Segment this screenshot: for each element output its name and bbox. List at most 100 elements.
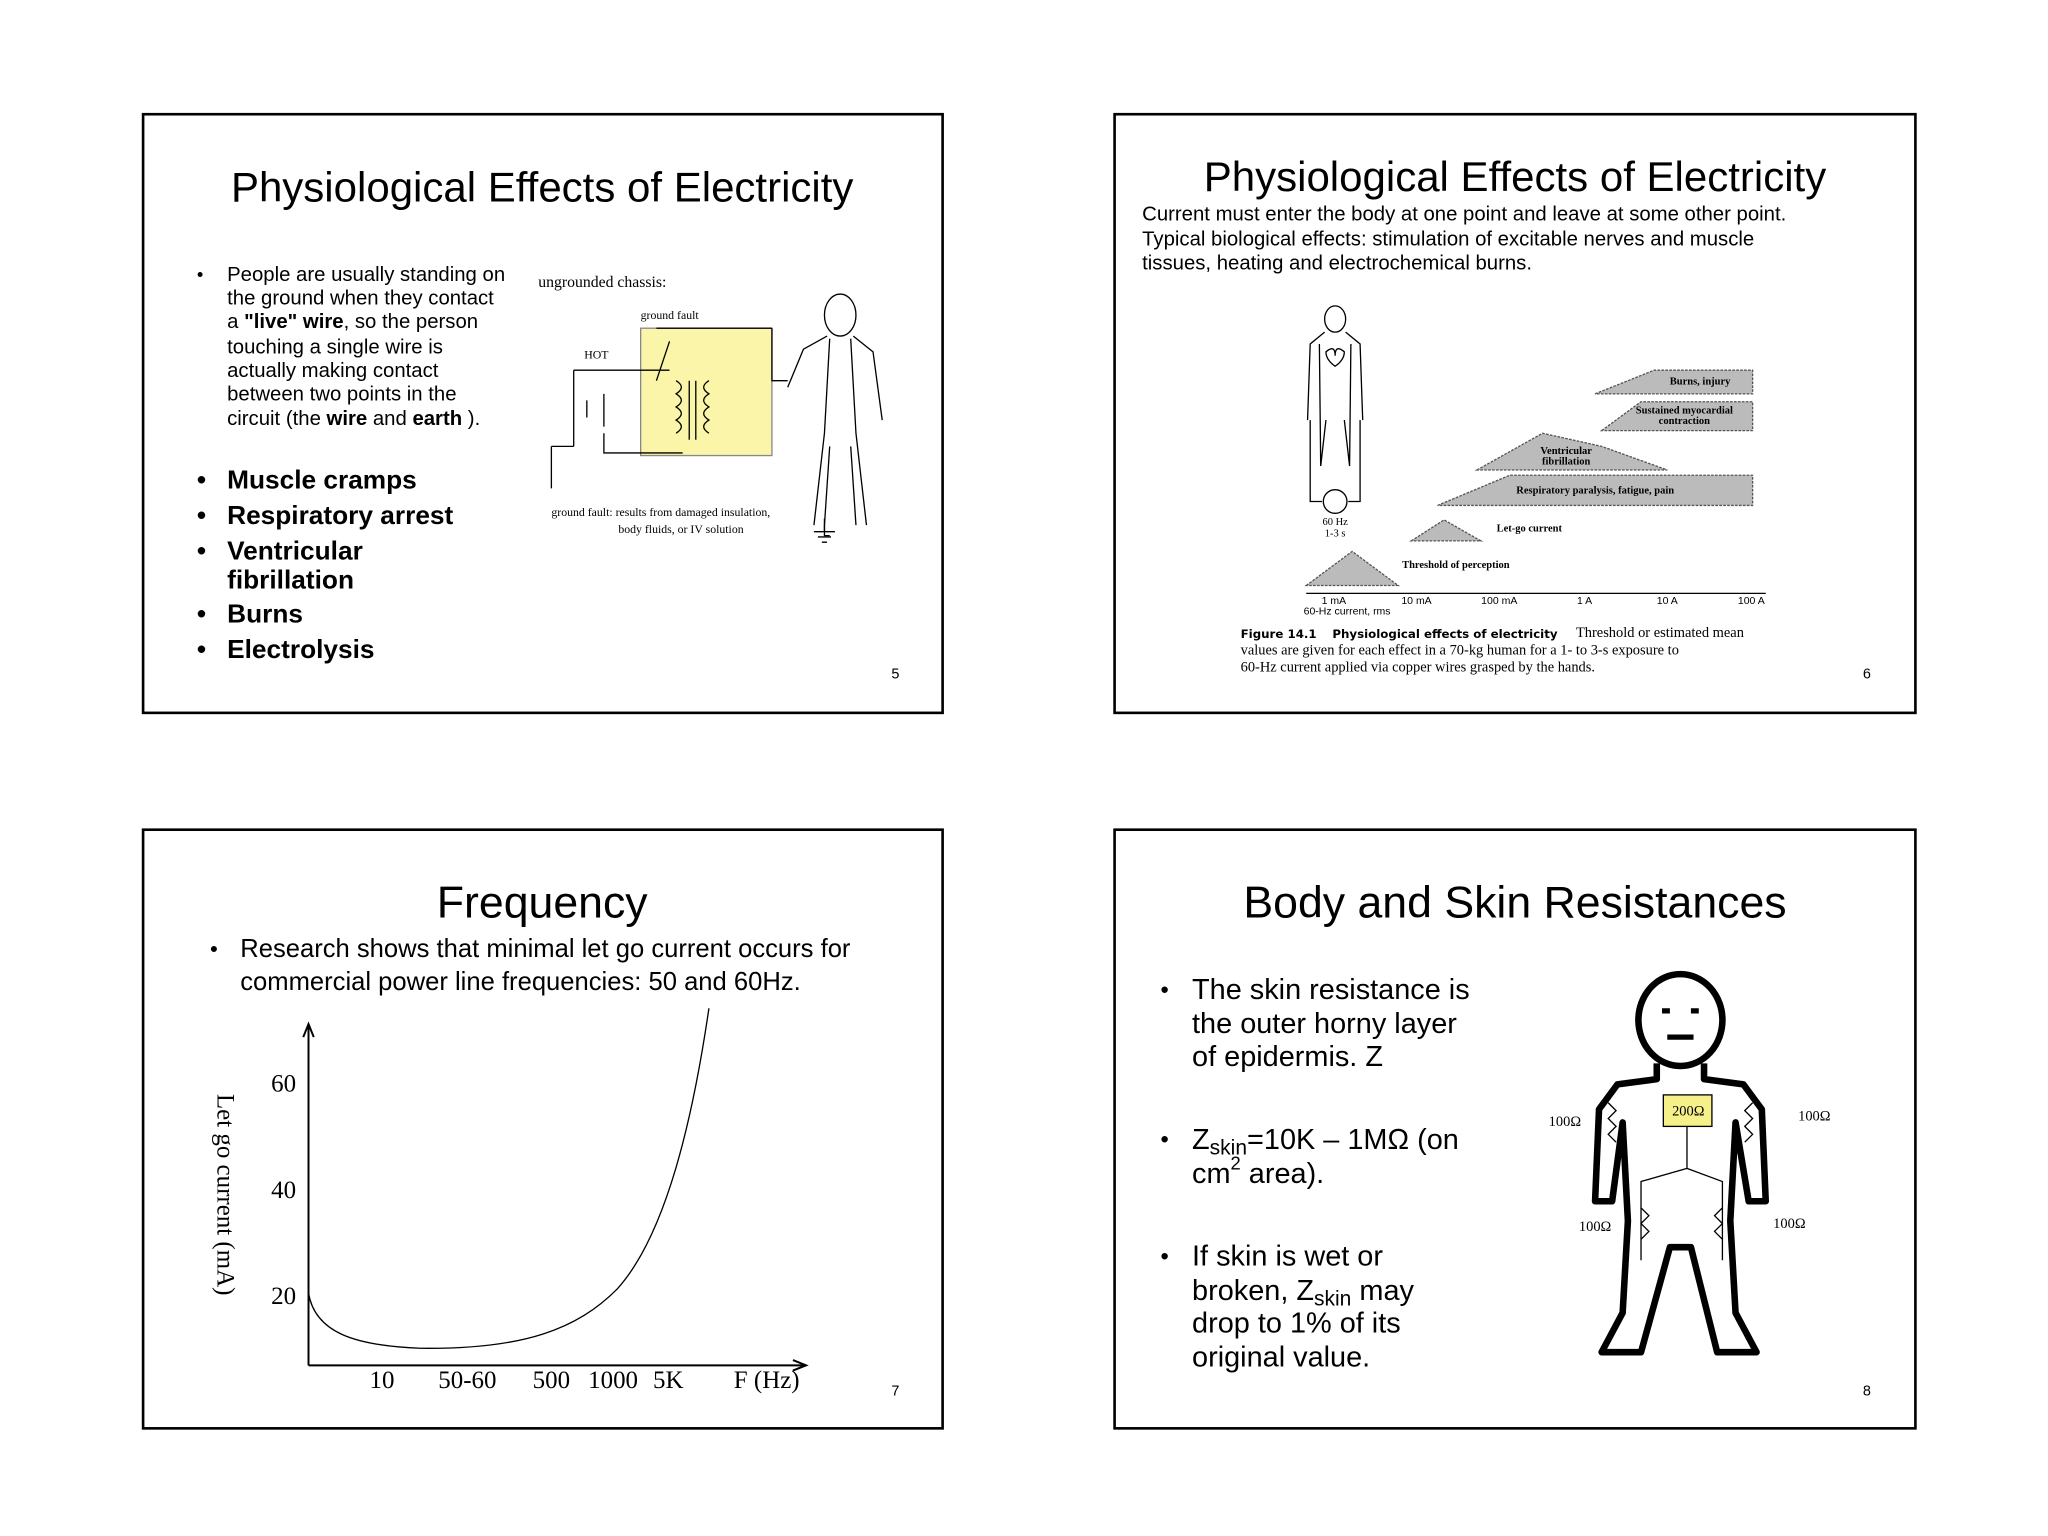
caption-line: Figure 14.1 Physiological effects of elec… <box>1241 625 1744 641</box>
text-line: The skin resistance is <box>1192 974 1470 1006</box>
page-number: 8 <box>1863 1383 1871 1399</box>
page-number: 5 <box>891 667 899 683</box>
body-outline <box>1306 331 1364 503</box>
text-run: wire <box>326 408 368 430</box>
bullet-list: • The skin resistance is the outer horny… <box>1161 974 1470 1374</box>
caption-line: 60-Hz current applied via copper wires g… <box>1241 660 1595 676</box>
bullet-item: Respiratory arrest <box>227 500 453 530</box>
text-line: the outer horny layer <box>1192 1008 1457 1040</box>
body-head <box>1323 305 1347 333</box>
figure-label: 1-3 s <box>1325 529 1346 540</box>
bullet-dot: • <box>1161 1244 1169 1270</box>
bullet-dot: • <box>197 500 206 530</box>
text-line: Typical biological effects: stimulation … <box>1142 229 1754 251</box>
slide: Physiological Effects of Electricity Cur… <box>1113 112 1917 715</box>
figure-label: contraction <box>1659 416 1710 427</box>
figure-label: ground fault <box>641 308 700 322</box>
text-run: a <box>227 311 244 333</box>
slide: Body and Skin Resistances • The skin res… <box>1113 828 1917 1430</box>
slide-title: Physiological Effects of Electricity <box>231 163 853 210</box>
text-line: Current must enter the body at one point… <box>1142 204 1786 226</box>
body-outline <box>1591 1063 1770 1356</box>
text-run: broken, Z <box>1192 1274 1314 1306</box>
x-label: 5K <box>653 1367 683 1394</box>
figure-label: Ventricular <box>1540 446 1592 457</box>
figure-label: body fluids, or IV solution <box>618 522 743 536</box>
superscript: 2 <box>1231 1152 1241 1173</box>
head <box>1635 970 1726 1070</box>
text-line: Zskin=10K – 1MΩ (on <box>1192 1123 1459 1159</box>
slide: Frequency • Research shows that minimal … <box>141 828 944 1430</box>
figure-label: ungrounded chassis: <box>538 274 666 291</box>
text-line: broken, Zskin may <box>1192 1274 1414 1310</box>
text-run: earth <box>412 408 462 430</box>
wiring <box>550 327 788 489</box>
bullet-item: Muscle cramps <box>227 465 417 495</box>
caption-run: Threshold or estimated mean <box>1576 625 1744 641</box>
bullet-dot: • <box>210 936 218 961</box>
text-line: Research shows that minimal let go curre… <box>240 935 851 963</box>
axis-label: 1 A <box>1577 595 1592 607</box>
resistance-label: 200Ω <box>1672 1103 1704 1119</box>
figure-label: fibrillation <box>1542 457 1591 468</box>
bullet-item: Electrolysis <box>227 634 374 664</box>
heart <box>1325 348 1345 368</box>
figure-label: ground fault: results from damaged insul… <box>551 505 770 519</box>
text-run: =10K – 1MΩ (on <box>1247 1123 1459 1155</box>
axis-label: 100 A <box>1738 595 1765 607</box>
slide-title: Physiological Effects of Electricity <box>1204 153 1826 200</box>
caption-run: Figure 14.1 <box>1241 627 1317 641</box>
text-line: a "live" wire, so the person <box>227 311 478 333</box>
text-line: between two points in the <box>227 384 456 406</box>
text-line: original value. <box>1192 1341 1370 1373</box>
slide: Physiological Effects of Electricity • P… <box>141 112 944 715</box>
y-tick-label: 20 <box>271 1283 296 1310</box>
text-run: "live" wire <box>244 311 344 333</box>
axis-label: 10 mA <box>1401 595 1431 607</box>
resistance-label: 100Ω <box>1798 1109 1830 1125</box>
page-number: 6 <box>1863 667 1871 683</box>
resistance-label: 100Ω <box>1549 1114 1581 1130</box>
axis-label: 10 A <box>1657 595 1678 607</box>
x-label: 10 <box>370 1367 395 1394</box>
bullet-item: Burns <box>227 599 303 629</box>
text-run: , so the person <box>344 311 478 333</box>
axis-labels: 1 mA 10 mA 100 mA 1 A 10 A 100 A 60-Hz c… <box>1304 595 1765 618</box>
text-line: of epidermis. Z <box>1192 1041 1383 1073</box>
slide-title: Frequency <box>437 879 649 928</box>
y-axis-label: Let go current (mA) <box>211 1094 238 1296</box>
figure-label: Sustained myocardial <box>1636 405 1733 416</box>
figure-label: Respiratory paralysis, fatigue, pain <box>1516 485 1674 496</box>
effect-band <box>1304 369 1754 587</box>
x-label: F (Hz) <box>734 1367 800 1394</box>
person-head <box>823 293 857 337</box>
circuit-figure: ungrounded chassis: ground fault HOT gro… <box>538 274 883 543</box>
bullet-dot: • <box>1161 1127 1169 1153</box>
bullet-dot: • <box>197 465 206 495</box>
figure-label: Let-go current <box>1497 523 1563 534</box>
y-tick-label: 40 <box>271 1177 296 1204</box>
slide-frame <box>141 828 944 1430</box>
text-run: circuit (the <box>227 408 326 430</box>
bullet-dot: • <box>197 264 203 285</box>
transformer <box>674 380 711 440</box>
figure-label: HOT <box>584 347 609 361</box>
figure-label: Threshold of perception <box>1402 560 1510 571</box>
text-run: ). <box>462 408 480 430</box>
axes <box>302 1021 809 1372</box>
text-line: tissues, heating and electrochemical bur… <box>1142 252 1532 274</box>
text-line: drop to 1% of its <box>1192 1307 1401 1339</box>
slide-title: Body and Skin Resistances <box>1243 879 1786 928</box>
y-tick-label: 60 <box>271 1070 296 1097</box>
source <box>1322 489 1348 514</box>
x-label: 500 <box>533 1367 570 1394</box>
text-line: People are usually standing on <box>227 264 505 286</box>
x-label: 1000 <box>588 1367 638 1394</box>
resistance-label: 100Ω <box>1579 1219 1611 1235</box>
text-line: actually making contact <box>227 360 439 382</box>
torso-resistor <box>1662 1094 1713 1128</box>
bullet-dot: • <box>197 536 206 566</box>
text-line: cm2 area). <box>1192 1152 1324 1189</box>
bullet-item: fibrillation <box>227 565 354 595</box>
